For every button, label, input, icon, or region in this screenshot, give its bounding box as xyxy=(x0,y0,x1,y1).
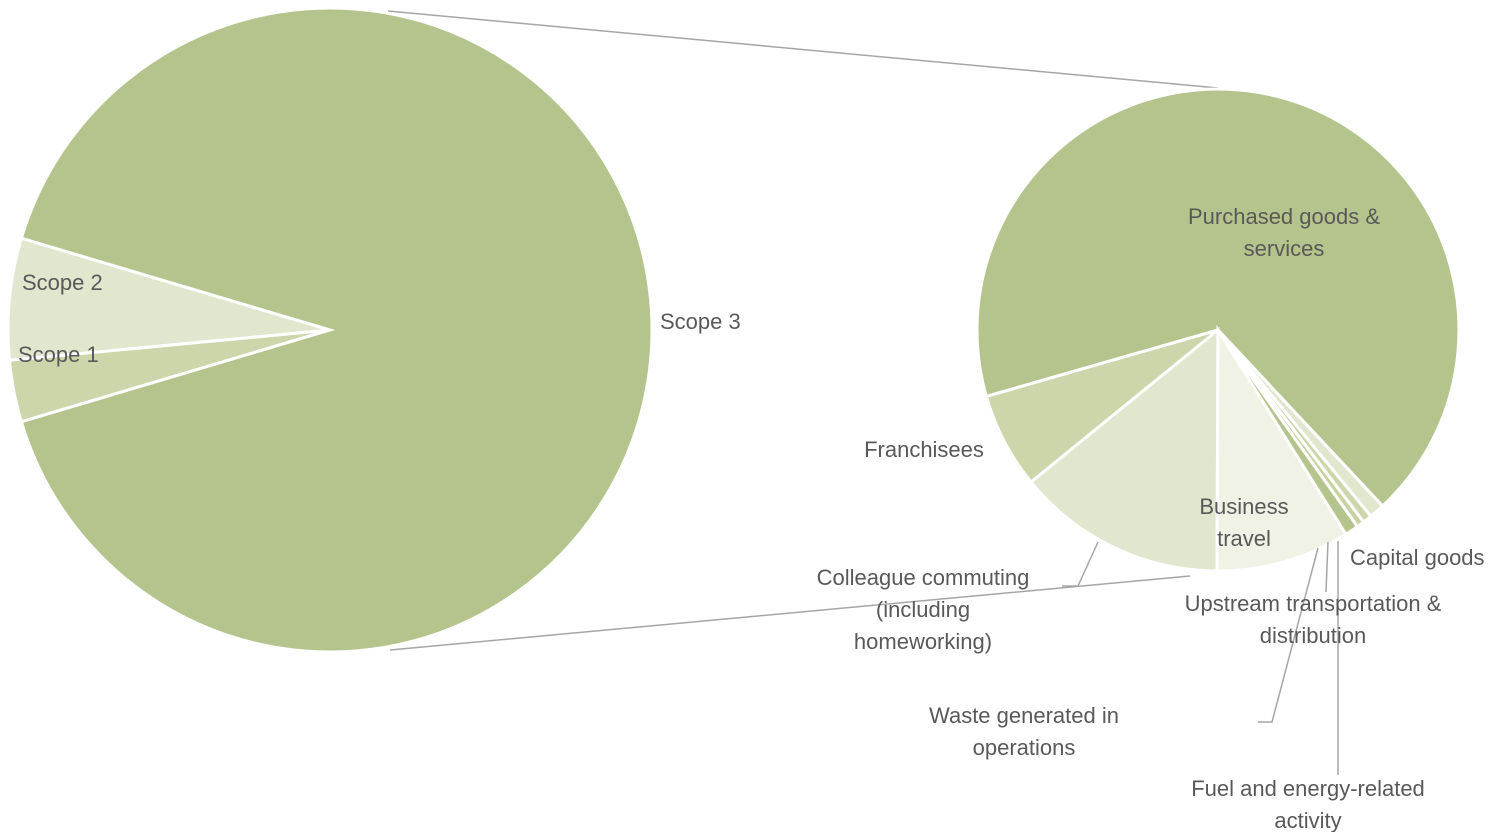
label-scope-2: Scope 2 xyxy=(22,270,103,295)
leader-line xyxy=(1062,541,1099,587)
label-colleague-commuting-including-homeworking: Colleague commuting (including homeworking… xyxy=(817,565,1030,654)
slice-capital-goods xyxy=(1216,328,1385,519)
label-waste-generated-in-operations: Waste generated in operations xyxy=(929,703,1119,760)
label-purchased-goods-services: Purchased goods & services xyxy=(1188,204,1380,261)
label-line: Waste generated in xyxy=(929,703,1119,728)
slice-business-travel xyxy=(1215,324,1348,573)
connector-top xyxy=(387,10,1219,89)
label-line: travel xyxy=(1217,526,1271,551)
breakdown-pie xyxy=(975,87,1461,573)
slice-labels: Scope 1 Scope 2 Scope 3 Purchased goods & se… xyxy=(18,204,1485,832)
slice-scope-1 xyxy=(6,236,331,362)
label-line: Business xyxy=(1199,494,1288,519)
label-upstream-transportation-distribution: Upstream transportation & distribution xyxy=(1185,591,1442,648)
label-line: homeworking) xyxy=(854,629,992,654)
slice-colleague-commuting-including-homeworking xyxy=(1028,326,1220,573)
leader-line xyxy=(1325,541,1329,593)
leader-line xyxy=(1258,547,1319,723)
label-line: operations xyxy=(973,735,1076,760)
label-franchisees: Franchisees xyxy=(864,437,984,462)
label-line: Capital goods xyxy=(1350,545,1485,570)
label-line: activity xyxy=(1274,808,1341,832)
label-line: Colleague commuting xyxy=(817,565,1030,590)
label-line: Franchisees xyxy=(864,437,984,462)
label-capital-goods: Capital goods xyxy=(1350,545,1485,570)
leader-lines xyxy=(1062,541,1339,775)
label-line: (including xyxy=(876,597,970,622)
label-scope-3: Scope 3 xyxy=(660,309,741,334)
label-scope-1: Scope 1 xyxy=(18,342,99,367)
label-line: Purchased goods & xyxy=(1188,204,1380,229)
label-line: Fuel and energy-related xyxy=(1191,776,1425,801)
slice-scope-3 xyxy=(19,6,654,654)
connector-lines xyxy=(387,10,1219,651)
connector-bottom xyxy=(389,575,1191,651)
label-line: Upstream transportation & xyxy=(1185,591,1442,616)
primary-pie xyxy=(6,6,654,654)
label-fuel-and-energy-related-activity: Fuel and energy-related activity xyxy=(1191,776,1425,832)
label-business-travel: Business travel xyxy=(1199,494,1288,551)
slice-purchased-goods-services xyxy=(975,87,1461,509)
label-line: distribution xyxy=(1260,623,1366,648)
label-line: services xyxy=(1244,236,1325,261)
